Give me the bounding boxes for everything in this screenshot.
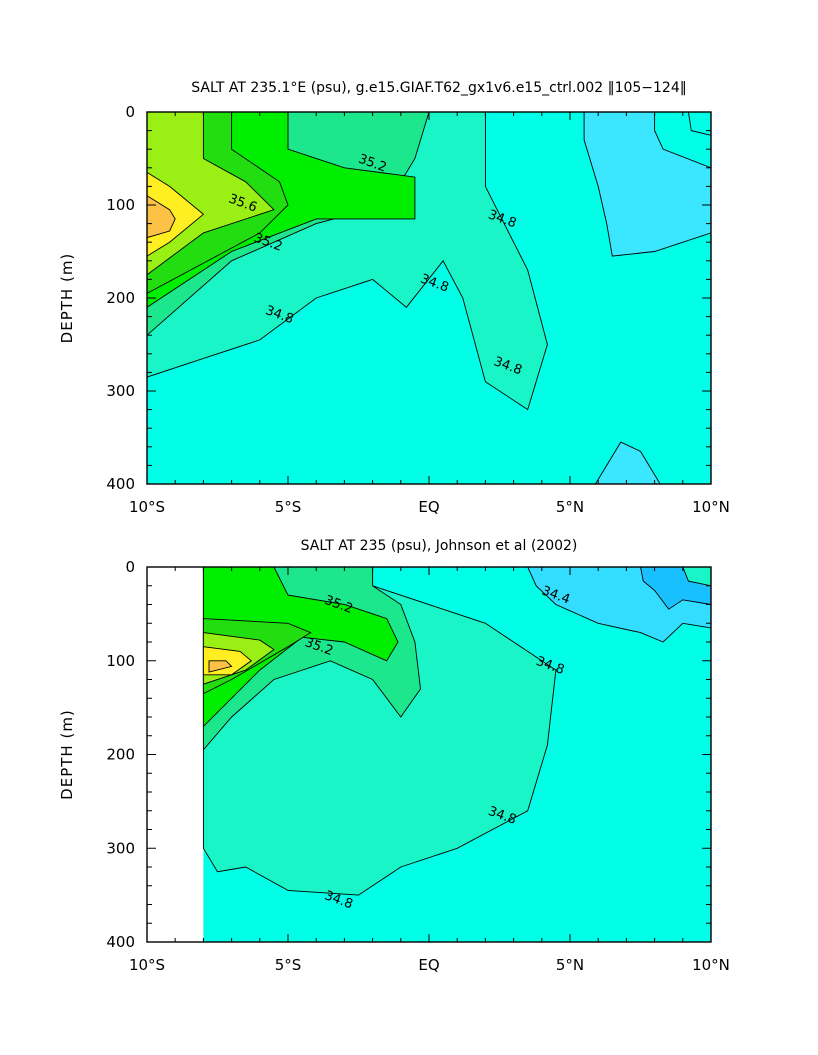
salinity-region-7 [147,195,176,239]
y-tick-label: 100 [106,652,135,670]
y-tick-label: 0 [125,103,135,121]
x-tick-label: 10°S [129,498,165,516]
salinity-region-7 [208,660,233,673]
x-tick-label: 5°N [556,498,584,516]
x-tick-label: 5°S [275,956,302,974]
x-tick-label: 10°S [129,956,165,974]
salinity-region-3 [202,567,399,728]
salinity-region-10 [682,567,711,587]
y-tick-label: 0 [125,558,135,576]
y-axis-label: DEPTH (m) [58,709,76,800]
y-axis-label: DEPTH (m) [58,253,76,344]
salinity-region-6 [147,171,205,257]
x-tick-label: 10°N [692,498,730,516]
chart-title: SALT AT 235.1°E (psu), g.e15.GIAF.T62_gx… [191,80,687,96]
salinity-region-9 [594,441,661,484]
x-tick-label: EQ [418,498,439,516]
y-tick-label: 400 [106,475,135,493]
x-tick-label: 5°S [275,498,302,516]
x-tick-label: 10°N [692,956,730,974]
x-tick-label: 5°N [556,956,584,974]
x-tick-label: EQ [418,956,439,974]
chart-title: SALT AT 235 (psu), Johnson et al (2002) [301,538,578,554]
y-tick-label: 200 [106,289,135,307]
y-tick-label: 200 [106,746,135,764]
chart-panel-2: 10°S 5°S EQ 5°N 10°N 0 100 200 300 400 DEPTH (m) SA… [58,538,730,974]
y-tick-label: 300 [106,382,135,400]
y-tick-label: 100 [106,196,135,214]
chart-panel-1: 10°S 5°S EQ 5°N 10°N 0 100 200 300 400 DEPTH (m) SA… [58,80,730,516]
y-tick-label: 300 [106,839,135,857]
y-tick-label: 400 [106,933,135,951]
salinity-region-11 [687,112,711,136]
